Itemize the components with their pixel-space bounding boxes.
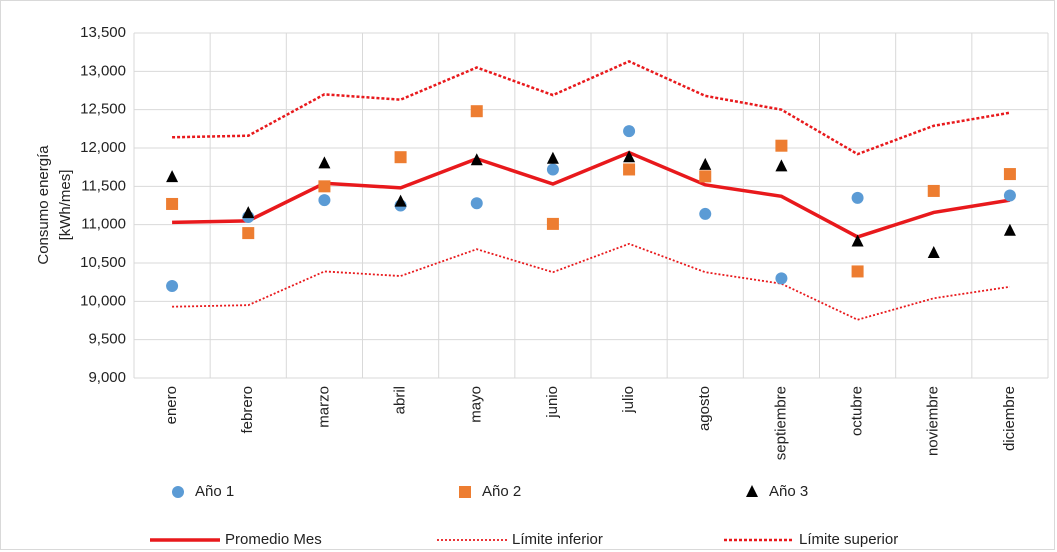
x-tick-label: diciembre [1001,386,1018,451]
marker [927,246,940,259]
marker [546,151,559,164]
marker [623,163,636,176]
marker [623,125,636,138]
marker [775,159,788,172]
marker [546,163,559,176]
marker [851,191,864,204]
marker [775,272,788,285]
x-tick-label: noviembre [925,386,942,456]
marker [242,206,255,219]
line-series [172,150,1011,239]
y-tick-label: 10,000 [80,292,126,309]
marker [1003,168,1016,181]
marker [318,180,331,193]
x-tick-label: enero [163,386,180,424]
legend-marker [459,486,471,498]
legend-label: Promedio Mes [225,531,322,548]
x-tick-label: agosto [696,386,713,431]
legend-label: Límite superior [799,531,898,548]
y-tick-label: 10,500 [80,254,126,271]
marker [166,170,179,183]
marker [546,217,559,230]
x-tick-label: abril [392,386,409,414]
y-tick-label: 13,000 [80,62,126,79]
marker [470,153,483,166]
x-tick-label: marzo [315,386,332,428]
marker [699,207,712,220]
marker [623,150,636,163]
legend-label: Límite inferior [512,531,603,548]
y-axis-label: Consumo energía [35,145,52,265]
marker [166,197,179,210]
marker [851,234,864,247]
marker [1003,223,1016,236]
marker [470,105,483,118]
y-tick-label: 9,000 [88,369,126,386]
y-tick-label: 13,500 [80,24,126,41]
line-series [172,242,1011,321]
marker [394,194,407,207]
marker [1003,189,1016,202]
y-tick-label: 12,000 [80,139,126,156]
y-tick-label: 12,500 [80,101,126,118]
legend-label: Año 3 [769,483,808,500]
legend-label: Año 1 [195,483,234,500]
x-tick-label: octubre [849,386,866,436]
y-tick-label: 11,500 [81,177,126,194]
x-tick-label: septiembre [772,386,789,460]
marker [470,197,483,210]
marker [318,156,331,169]
marker [927,184,940,197]
marker [242,227,255,240]
y-tick-label: 11,000 [81,216,126,233]
y-tick-label: 9,500 [88,331,126,348]
legend-marker [746,485,758,497]
marker [166,280,179,292]
marker [775,139,788,152]
x-tick-label: mayo [468,386,485,423]
marker [699,170,712,183]
legend-label: Año 2 [482,483,521,500]
marker [851,265,864,278]
marker [318,194,331,207]
marker [394,151,407,164]
y-axis-label: [kWh/mes] [57,170,74,241]
x-tick-label: julio [620,386,637,414]
marker [699,157,712,170]
legend-marker [172,486,184,498]
x-tick-label: junio [544,386,561,419]
x-tick-label: febrero [239,386,256,434]
